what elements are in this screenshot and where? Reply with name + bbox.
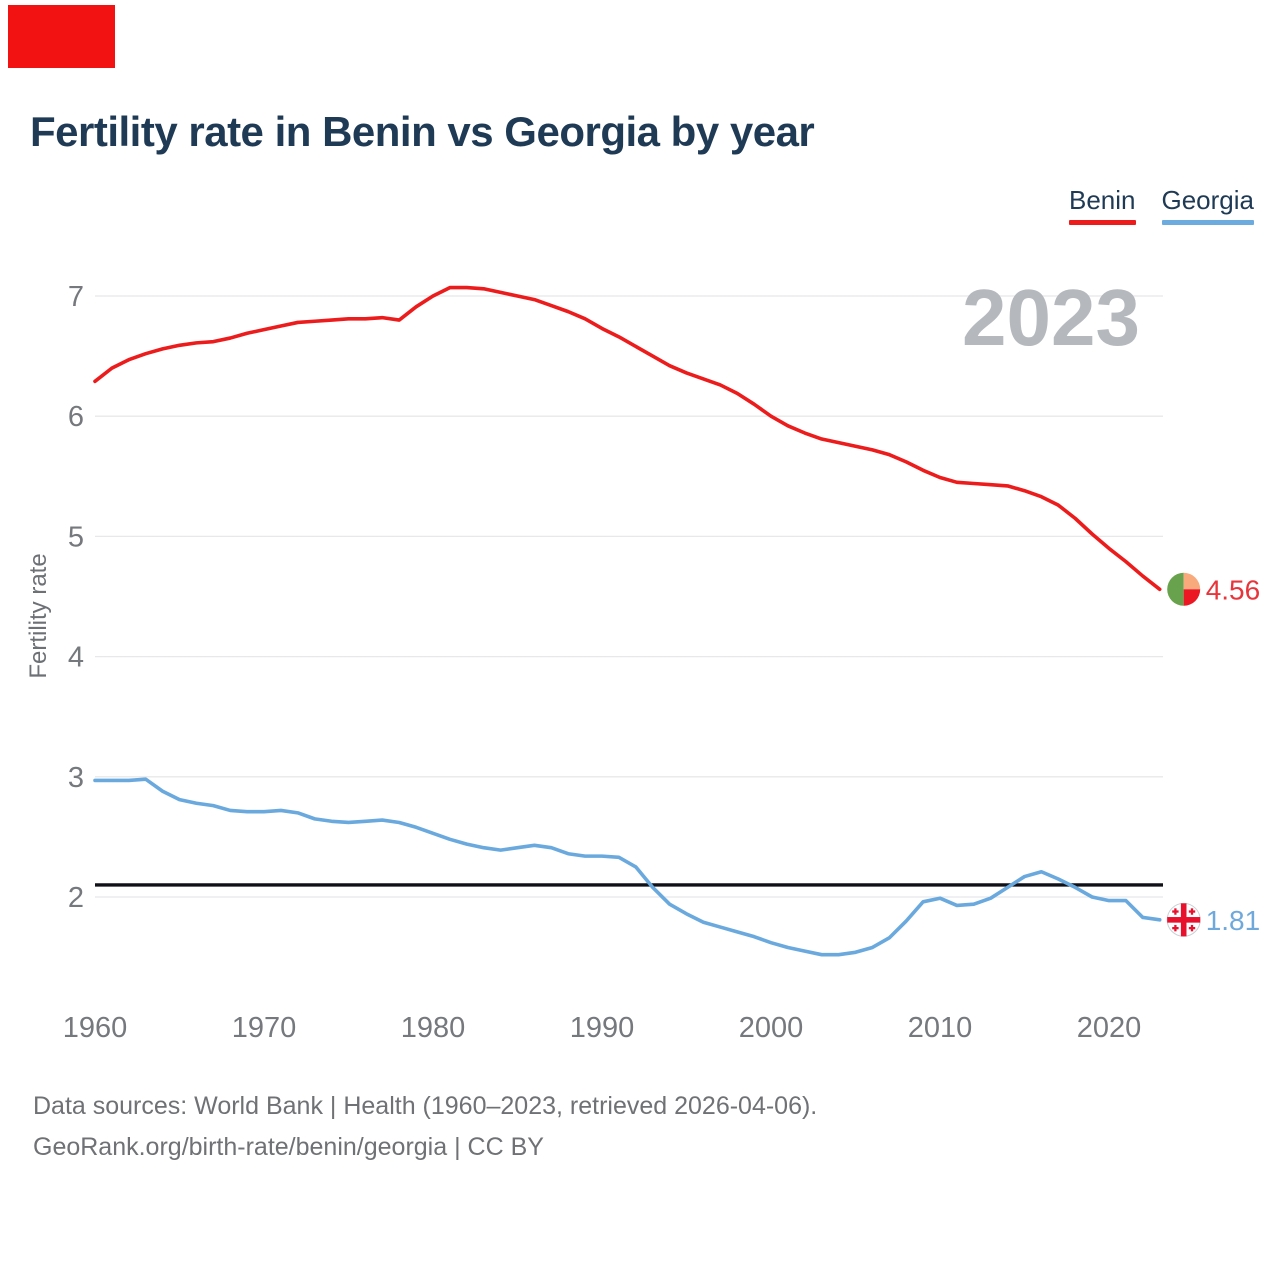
x-tick-label: 2020: [1077, 1012, 1142, 1044]
benin-flag-icon: [1167, 572, 1201, 606]
end-value-georgia: 1.81: [1206, 905, 1261, 936]
x-tick-label: 1970: [232, 1012, 297, 1044]
y-tick-label: 4: [68, 642, 84, 674]
y-tick-label: 7: [68, 281, 84, 313]
y-axis-title: Fertility rate: [25, 553, 52, 678]
y-tick-label: 5: [68, 521, 84, 553]
series-line-benin: [93, 285, 1162, 592]
end-value-benin: 4.56: [1206, 574, 1261, 605]
x-tick-label: 2010: [908, 1012, 973, 1044]
legend-label-georgia: Georgia: [1161, 185, 1255, 215]
legend-underline-georgia: [1161, 220, 1254, 225]
georgia-flag-icon: [1166, 902, 1201, 937]
x-tick-label: 1990: [570, 1012, 635, 1044]
legend-item-benin[interactable]: Benin: [1069, 185, 1136, 225]
footer-sources: Data sources: World Bank | Health (1960–…: [33, 1092, 818, 1120]
page-title: Fertility rate in Benin vs Georgia by ye…: [30, 108, 815, 155]
series-line-georgia: [93, 777, 1162, 957]
x-tick-label: 1980: [401, 1012, 466, 1044]
y-tick-label: 6: [68, 401, 84, 433]
y-tick-label: 3: [68, 762, 84, 794]
legend-item-georgia[interactable]: Georgia: [1161, 185, 1255, 225]
legend-underline-benin: [1069, 220, 1136, 225]
legend: Benin Georgia: [1069, 185, 1254, 225]
y-tick-label: 2: [68, 882, 84, 914]
footer-attribution: GeoRank.org/birth-rate/benin/georgia | C…: [33, 1133, 544, 1161]
year-watermark: 2023: [962, 273, 1140, 362]
x-tick-label: 2000: [739, 1012, 804, 1044]
legend-label-benin: Benin: [1069, 185, 1136, 215]
x-tick-label: 1960: [63, 1012, 128, 1044]
footer: Data sources: World Bank | Health (1960–…: [33, 1086, 817, 1168]
corner-marker: [8, 5, 115, 68]
